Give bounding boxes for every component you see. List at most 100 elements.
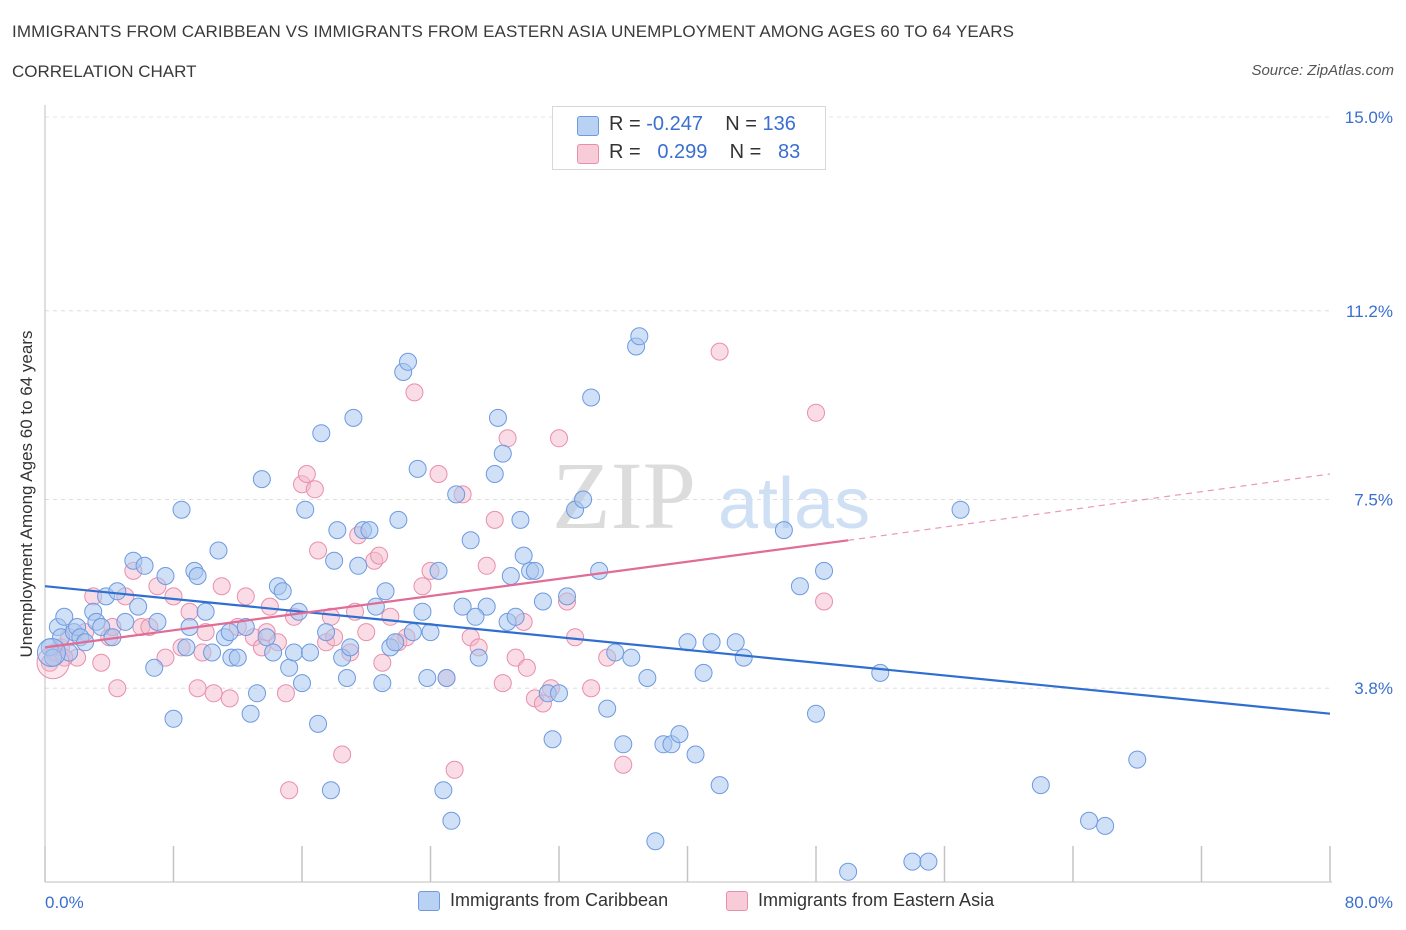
axes	[44, 105, 1332, 883]
eastern-asia-point	[280, 781, 299, 800]
caribbean-point	[638, 669, 657, 687]
caribbean-point	[670, 725, 689, 744]
eastern-asia-point	[517, 658, 536, 677]
caribbean-point	[108, 582, 127, 601]
caribbean-point	[177, 638, 196, 657]
eastern-asia-point	[212, 577, 231, 596]
caribbean-point	[582, 388, 601, 407]
caribbean-point	[366, 597, 385, 616]
caribbean-point	[694, 663, 713, 682]
pink-n-label: N =	[729, 141, 762, 163]
eastern-asia-point	[305, 480, 324, 499]
caribbean-point	[1096, 816, 1115, 835]
caribbean-point	[686, 745, 705, 764]
caribbean-point	[622, 648, 641, 667]
caribbean-point	[710, 776, 729, 795]
caribbean-point	[574, 490, 593, 509]
caribbean-point	[466, 607, 485, 626]
caribbean-point	[590, 561, 609, 580]
eastern-asia-point	[108, 679, 127, 698]
eastern-asia-point	[413, 577, 432, 596]
caribbean-point	[135, 556, 154, 575]
caribbean-point	[558, 587, 577, 606]
eastern-asia-point	[614, 755, 633, 774]
caribbean-point	[421, 623, 440, 642]
caribbean-point	[514, 546, 533, 565]
eastern-asia-swatch	[726, 891, 748, 911]
caribbean-point	[55, 607, 74, 626]
eastern-asia-point	[220, 689, 239, 708]
chart-subtitle: CORRELATION CHART	[12, 62, 197, 81]
caribbean-point	[790, 577, 809, 596]
y-tick-label-0: 3.8%	[1354, 679, 1393, 698]
caribbean-point	[257, 628, 276, 647]
caribbean-point	[413, 602, 432, 621]
caribbean-point	[264, 643, 283, 662]
stats-legend: R = -0.247 N = 136 R = 0.299 N = 83	[552, 106, 826, 170]
eastern-asia-point	[815, 592, 834, 611]
caribbean-point	[533, 592, 552, 611]
caribbean-point	[550, 684, 568, 703]
gridlines	[45, 116, 1330, 689]
caribbean-legend-label: Immigrants from Caribbean	[450, 890, 669, 910]
caribbean-point	[511, 510, 530, 529]
caribbean-point	[614, 735, 633, 754]
caribbean-point	[399, 352, 418, 371]
caribbean-point	[903, 852, 922, 871]
eastern-asia-point	[485, 510, 504, 529]
caribbean-point	[373, 674, 392, 693]
caribbean-point	[156, 567, 175, 585]
y-axis-label: Unemployment Among Ages 60 to 64 years	[17, 331, 36, 658]
caribbean-point	[477, 597, 496, 616]
caribbean-point	[951, 500, 970, 519]
caribbean-point	[252, 470, 271, 489]
pink-r-value: 0.299	[657, 141, 708, 163]
tick-labels: 3.8% 7.5% 11.2% 15.0% 0.0% 80.0%	[45, 108, 1393, 912]
pink-swatch	[577, 144, 599, 164]
caribbean-point	[203, 643, 222, 662]
eastern-asia-point	[276, 684, 295, 703]
caribbean-point	[293, 674, 311, 693]
caribbean-swatch	[418, 891, 440, 911]
caribbean-point	[389, 510, 408, 529]
caribbean-point	[337, 669, 356, 687]
caribbean-point	[273, 582, 292, 601]
caribbean-point	[1031, 776, 1050, 795]
pink-n-value: 83	[778, 141, 801, 163]
caribbean-point	[148, 612, 167, 631]
caribbean-trend-line	[44, 585, 1331, 715]
caribbean-point	[485, 465, 504, 483]
trend-lines	[44, 473, 1331, 715]
caribbean-point	[129, 597, 148, 616]
caribbean-point	[145, 658, 164, 677]
caribbean-point	[341, 638, 360, 657]
caribbean-point	[209, 541, 228, 560]
eastern-asia-point	[373, 653, 392, 672]
eastern-asia-point	[188, 679, 207, 698]
caribbean-point	[309, 714, 328, 733]
caribbean-point	[437, 669, 456, 687]
eastern-asia-point	[493, 674, 512, 693]
caribbean-point	[726, 633, 745, 652]
eastern-asia-legend-label: Immigrants from Eastern Asia	[758, 890, 995, 910]
caribbean-point	[871, 663, 890, 682]
eastern-asia-point	[477, 556, 496, 575]
caribbean-point	[386, 633, 405, 652]
caribbean-point	[188, 567, 207, 585]
caribbean-point	[196, 602, 215, 621]
caribbean-point	[317, 623, 336, 642]
caribbean-point	[164, 709, 183, 728]
caribbean-point	[469, 648, 488, 667]
caribbean-point	[328, 521, 347, 540]
caribbean-point	[606, 643, 625, 662]
x-tick-label-max: 80.0%	[1345, 893, 1393, 912]
eastern-asia-point	[156, 648, 175, 667]
eastern-asia-point	[297, 465, 316, 483]
caribbean-point	[241, 704, 260, 723]
caribbean-point	[807, 704, 825, 723]
eastern-asia-point	[429, 465, 448, 483]
eastern-asia-point	[550, 429, 568, 448]
caribbean-point	[228, 648, 247, 667]
y-tick-label-2: 11.2%	[1346, 302, 1393, 321]
caribbean-point	[442, 811, 461, 830]
